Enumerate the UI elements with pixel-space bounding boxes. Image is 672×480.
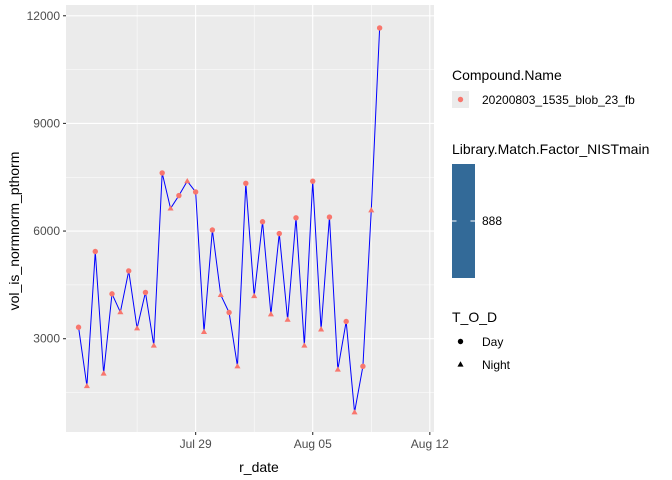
y-tick-label: 9000 xyxy=(33,116,60,130)
data-point-night xyxy=(318,326,325,332)
data-point-day xyxy=(209,227,216,233)
data-point-day xyxy=(176,192,182,199)
panel-background xyxy=(66,5,434,432)
grid-lines xyxy=(66,5,434,432)
legend-label-night: Night xyxy=(482,358,511,372)
data-point-night xyxy=(217,291,224,298)
y-tick-label: 12000 xyxy=(27,9,61,23)
data-point-night xyxy=(184,177,191,184)
legend-title-tod: T_O_D xyxy=(452,309,497,325)
data-point-day xyxy=(109,291,115,297)
legend: Compound.Name 20200803_1535_blob_23_fb Lib… xyxy=(452,67,649,372)
data-point-day xyxy=(92,248,98,255)
legend-title-compound: Compound.Name xyxy=(452,67,562,83)
data-point-night xyxy=(368,207,375,213)
colorbar-label: 888 xyxy=(482,214,502,228)
data-point-day xyxy=(126,268,132,274)
data-point-night xyxy=(267,311,274,317)
data-points xyxy=(75,25,383,415)
data-point-day xyxy=(142,289,149,296)
legend-key-triangle xyxy=(457,361,464,367)
data-point-night xyxy=(167,205,174,211)
plot-panel xyxy=(66,5,434,432)
data-point-day xyxy=(243,180,249,187)
axes: 3000 6000 9000 12000 Jul 29 Aug 05 Aug 12 xyxy=(27,9,450,451)
legend-key-circle xyxy=(457,338,464,345)
data-point-night xyxy=(117,308,124,315)
y-tick-label: 6000 xyxy=(33,224,60,238)
data-point-day xyxy=(192,189,199,195)
data-point-day xyxy=(75,324,82,330)
legend-colorbar xyxy=(452,164,475,278)
x-tick-label: Aug 05 xyxy=(294,437,332,451)
y-axis-title: vol_is_normnorm_pthorm xyxy=(6,152,22,311)
legend-key-point xyxy=(457,96,464,103)
data-point-night xyxy=(251,292,258,299)
data-point-day xyxy=(360,363,366,370)
data-point-day xyxy=(293,215,299,221)
legend-label-compound: 20200803_1535_blob_23_fb xyxy=(482,93,635,107)
data-point-night xyxy=(200,328,208,334)
legend-label-day: Day xyxy=(482,335,503,349)
data-point-night xyxy=(134,325,141,331)
data-point-day xyxy=(343,318,349,325)
data-point-night xyxy=(234,363,241,369)
data-point-night xyxy=(284,316,291,322)
x-tick-label: Aug 12 xyxy=(411,437,449,451)
data-point-day xyxy=(276,230,282,237)
data-point-night xyxy=(334,366,341,372)
data-point-night xyxy=(150,342,157,348)
data-point-day xyxy=(326,214,333,220)
legend-title-library-match: Library.Match.Factor_NISTmain xyxy=(452,141,649,157)
data-point-day xyxy=(376,25,383,31)
y-tick-label: 3000 xyxy=(33,332,60,346)
data-point-night xyxy=(351,409,358,415)
x-axis-title: r_date xyxy=(239,459,279,475)
x-tick-label: Jul 29 xyxy=(180,437,212,451)
data-point-day xyxy=(159,170,165,176)
data-point-night xyxy=(83,382,90,389)
data-point-night xyxy=(100,370,107,376)
data-point-night xyxy=(301,342,308,348)
data-point-day xyxy=(259,219,266,225)
data-point-day xyxy=(226,309,232,316)
data-point-day xyxy=(310,178,316,184)
